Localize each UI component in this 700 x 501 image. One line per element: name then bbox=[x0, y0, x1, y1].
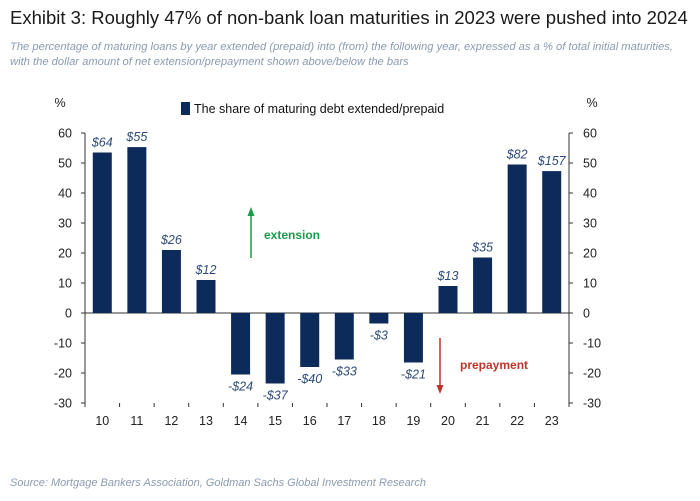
legend-swatch bbox=[181, 102, 190, 115]
bar bbox=[300, 313, 320, 367]
bar-chart: 60 60 50 50 40 40 30 30 20 20 10 10 0 0 -10 -10 -20 -20 -3… bbox=[54, 96, 601, 428]
annotations: extension prepayment bbox=[247, 207, 528, 394]
y-tick-label-right: -20 bbox=[583, 367, 601, 381]
y-axis-unit-left: % bbox=[54, 96, 65, 110]
x-tick-label: 20 bbox=[441, 414, 455, 428]
bar bbox=[334, 313, 354, 360]
x-tick-label: 16 bbox=[303, 414, 317, 428]
data-label: $157 bbox=[537, 154, 567, 168]
data-label: $12 bbox=[195, 263, 217, 277]
y-tick-label-left: -20 bbox=[54, 367, 72, 381]
data-label: -$21 bbox=[401, 368, 426, 382]
data-labels: $64 $55 $26 $12 -$24 -$37 -$40 -$33 -$3 -$21 $13 $3… bbox=[91, 130, 567, 402]
y-tick-label-left: 10 bbox=[58, 277, 72, 291]
prepayment-annotation: prepayment bbox=[460, 358, 528, 372]
y-tick-label-right: 40 bbox=[583, 187, 597, 201]
y-axis-unit-right: % bbox=[586, 96, 597, 110]
y-tick-label-right: 50 bbox=[583, 157, 597, 171]
bar bbox=[231, 313, 251, 375]
y-tick-label-right: 20 bbox=[583, 247, 597, 261]
x-tick-label: 11 bbox=[130, 414, 143, 428]
y-tick-label-left: 50 bbox=[58, 157, 72, 171]
y-tick-label-right: 30 bbox=[583, 217, 597, 231]
prepayment-arrow-head bbox=[436, 385, 444, 394]
y-tick-label-left: 0 bbox=[65, 307, 72, 321]
source-note: Source: Mortgage Bankers Association, Go… bbox=[10, 477, 426, 489]
y-tick-label-right: -10 bbox=[583, 337, 601, 351]
chart-title: Exhibit 3: Roughly 47% of non-bank loan … bbox=[10, 7, 688, 28]
bar bbox=[92, 152, 112, 313]
bar bbox=[403, 313, 423, 363]
legend-label: The share of maturing debt extended/prep… bbox=[194, 102, 444, 116]
y-tick-label-left: -30 bbox=[54, 397, 72, 411]
y-tick-label-right: 10 bbox=[583, 277, 597, 291]
data-label: -$40 bbox=[297, 372, 322, 386]
data-label: -$24 bbox=[228, 380, 253, 394]
bar bbox=[161, 250, 181, 313]
x-tick-label: 10 bbox=[95, 414, 109, 428]
data-label: -$33 bbox=[332, 365, 357, 379]
bar bbox=[473, 257, 493, 313]
x-tick-label: 17 bbox=[337, 414, 351, 428]
bar bbox=[127, 147, 147, 313]
y-tick-label-left: 20 bbox=[58, 247, 72, 261]
x-tick-label: 22 bbox=[510, 414, 524, 428]
extension-annotation: extension bbox=[264, 228, 320, 242]
x-tick-label: 23 bbox=[545, 414, 559, 428]
x-tick-label: 18 bbox=[372, 414, 386, 428]
x-tick-label: 19 bbox=[406, 414, 420, 428]
bar bbox=[265, 313, 285, 384]
x-tick-label: 14 bbox=[234, 414, 248, 428]
data-label: $26 bbox=[160, 233, 182, 247]
bar bbox=[369, 313, 389, 324]
data-label: -$37 bbox=[263, 389, 289, 403]
y-tick-label-left: -10 bbox=[54, 337, 72, 351]
y-tick-label-right: -30 bbox=[583, 397, 601, 411]
y-tick-label-right: 60 bbox=[583, 127, 597, 141]
chart-subtitle: The percentage of maturing loans by year… bbox=[10, 41, 673, 68]
extension-arrow-head bbox=[247, 207, 255, 216]
bar bbox=[438, 286, 458, 313]
y-tick-label-left: 60 bbox=[58, 127, 72, 141]
data-label: $55 bbox=[125, 130, 147, 144]
y-tick-label-right: 0 bbox=[583, 307, 590, 321]
x-tick-label: 13 bbox=[199, 414, 213, 428]
bar bbox=[507, 164, 527, 313]
bar bbox=[542, 171, 562, 313]
x-tick-label: 21 bbox=[476, 414, 490, 428]
bars bbox=[92, 147, 562, 384]
bar bbox=[196, 280, 216, 313]
y-tick-label-left: 30 bbox=[58, 217, 72, 231]
data-label: $13 bbox=[437, 269, 459, 283]
axes: 60 60 50 50 40 40 30 30 20 20 10 10 0 0 -10 -10 -20 -20 -3… bbox=[54, 96, 601, 428]
x-tick-label: 12 bbox=[164, 414, 178, 428]
data-label: $35 bbox=[471, 241, 493, 255]
data-label: $82 bbox=[506, 148, 528, 162]
legend: The share of maturing debt extended/prep… bbox=[181, 102, 444, 116]
y-tick-label-left: 40 bbox=[58, 187, 72, 201]
data-label: $64 bbox=[91, 136, 113, 150]
x-tick-label: 15 bbox=[268, 414, 282, 428]
data-label: -$3 bbox=[370, 329, 388, 343]
